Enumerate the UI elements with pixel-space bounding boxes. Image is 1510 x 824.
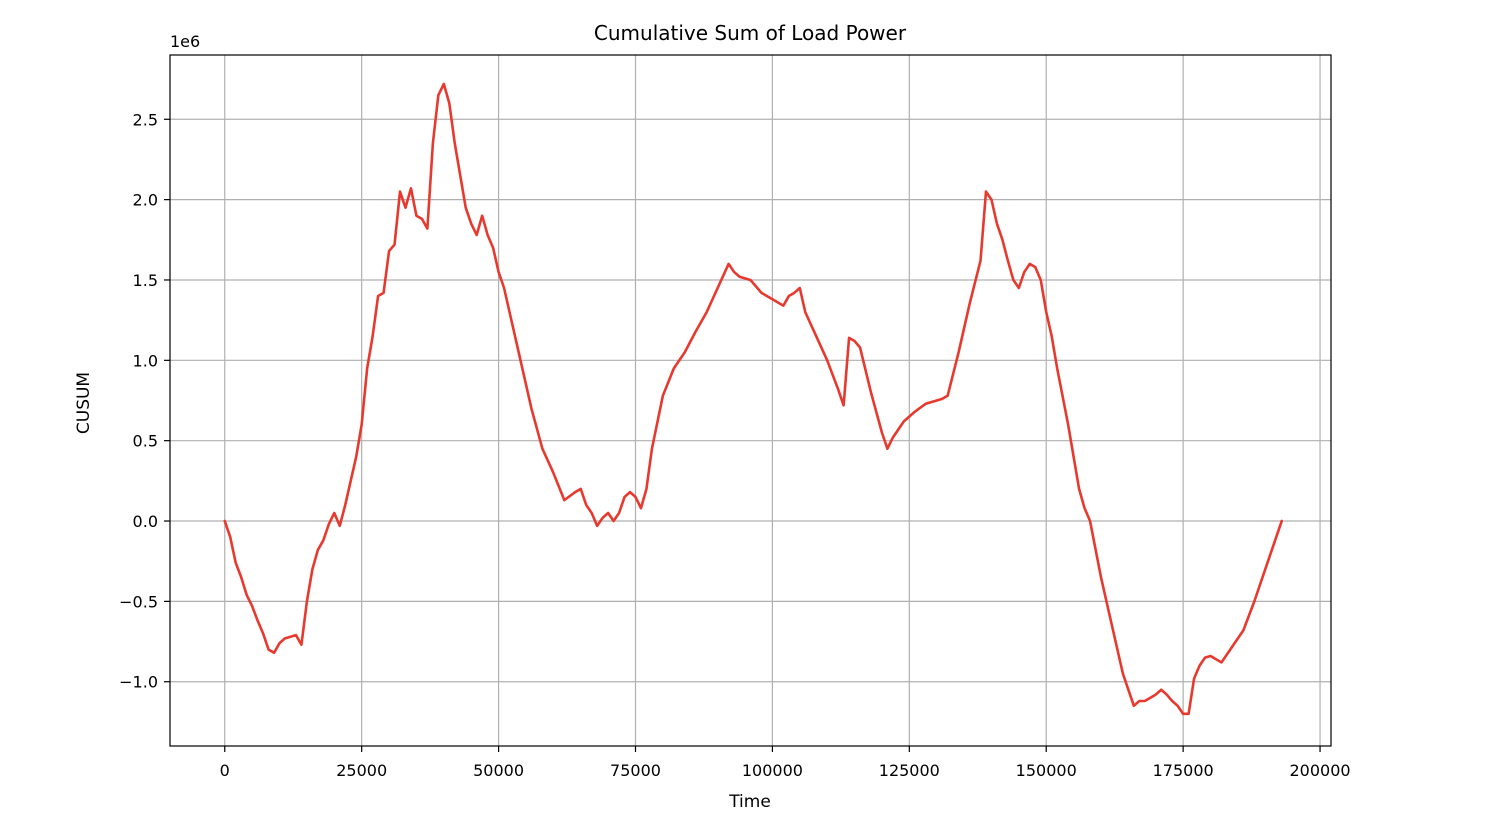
y-axis-label: CUSUM bbox=[74, 372, 94, 434]
x-tick-label: 200000 bbox=[1290, 761, 1351, 780]
x-tick-label: 125000 bbox=[879, 761, 940, 780]
y-tick-label: 2.0 bbox=[133, 191, 158, 210]
x-tick-label: 175000 bbox=[1153, 761, 1214, 780]
x-tick-label: 75000 bbox=[610, 761, 661, 780]
y-tick-label: 0.0 bbox=[133, 512, 158, 531]
y-tick-label: 1.5 bbox=[133, 271, 158, 290]
y-axis-offset-label: 1e6 bbox=[170, 32, 200, 51]
x-tick-label: 25000 bbox=[336, 761, 387, 780]
y-tick-label: 0.5 bbox=[133, 432, 158, 451]
x-tick-label: 0 bbox=[220, 761, 230, 780]
y-tick-label: 1.0 bbox=[133, 351, 158, 370]
x-tick-label: 150000 bbox=[1016, 761, 1077, 780]
x-axis-label: Time bbox=[728, 792, 771, 812]
y-tick-label: 2.5 bbox=[133, 110, 158, 129]
series-group bbox=[223, 82, 1284, 716]
y-tick-label: −0.5 bbox=[119, 592, 158, 611]
y-axis: −1.0 −0.5 0.0 0.5 1.0 1.5 2.0 2.5 bbox=[119, 110, 170, 692]
x-tick-label: 50000 bbox=[473, 761, 524, 780]
grid-lines bbox=[170, 55, 1331, 746]
y-tick-label: −1.0 bbox=[119, 673, 158, 692]
x-axis: 0 25000 50000 75000 100000 125000 150000 175000… bbox=[220, 746, 1351, 780]
x-tick-label: 100000 bbox=[742, 761, 803, 780]
cusum-series-line bbox=[223, 82, 1284, 716]
plot-frame bbox=[169, 54, 1332, 747]
chart-title: Cumulative Sum of Load Power bbox=[594, 21, 907, 45]
